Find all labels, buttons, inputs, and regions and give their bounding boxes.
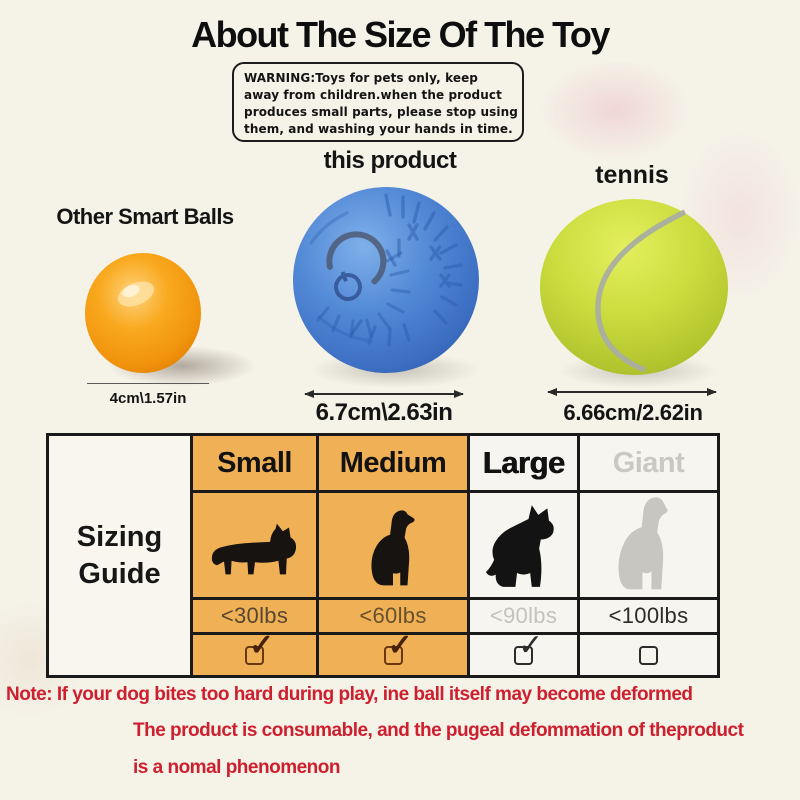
this-product-label: this product [323, 147, 457, 174]
warning-line: away from children.when the product [244, 88, 502, 102]
sizing-guide-table: Sizing Guide Small Medium Large Giant <3 [46, 433, 720, 678]
giant-weight: <100lbs [580, 600, 717, 632]
sitting-puppy-silhouette-icon [371, 510, 415, 586]
note-line: is a nomal phenomenon [133, 757, 340, 778]
column-header-small: Small [193, 436, 316, 490]
medium-checkbox: ✓ [383, 630, 413, 665]
tennis-seam [595, 209, 687, 373]
tennis-label: tennis [595, 161, 669, 189]
blue-smart-ball-image [293, 187, 479, 373]
column-header-giant: Giant [580, 436, 717, 490]
small-weight: <30lbs [193, 600, 316, 632]
medium-checkbox-cell: ✓ [319, 630, 467, 675]
large-checkbox: ✓ [514, 630, 543, 665]
orange-ball-image [85, 253, 201, 373]
check-mark-icon: ✓ [518, 628, 544, 662]
tennis-ball-image [540, 199, 728, 375]
other-smart-balls-label: Other Smart Balls [56, 204, 234, 229]
tread-pattern [309, 193, 463, 347]
warning-line: them, and washing your hands in time. [244, 122, 513, 136]
product-measure-arrow [304, 389, 464, 398]
note-line: The product is consumable, and the pugea… [133, 720, 744, 741]
shepherd-silhouette-icon [485, 505, 554, 587]
warning-line: WARNING:Toys for pets only, keep [244, 71, 479, 85]
background-tint [540, 60, 690, 160]
small-dog-cell [193, 493, 316, 597]
large-checkbox-cell: ✓ [470, 630, 577, 675]
warning-box: WARNING:Toys for pets only, keep away fr… [232, 62, 524, 142]
column-header-medium: Medium [319, 436, 467, 490]
large-dog-cell [470, 493, 577, 597]
corgi-silhouette-icon [211, 523, 296, 575]
tennis-size: 6.66cm/2.62in [563, 400, 703, 425]
medium-weight: <60lbs [319, 600, 467, 632]
giant-dog-cell [580, 493, 717, 597]
tread-spokes [316, 251, 411, 339]
large-weight: <90lbs [470, 600, 577, 632]
other-ball-measure-line [87, 383, 209, 384]
power-button-icon [326, 231, 387, 301]
tennis-measure-arrow [547, 387, 717, 396]
sizing-guide-row-label: Sizing Guide [49, 436, 190, 675]
note-line: Note: If your dog bites too hard during … [6, 684, 693, 705]
giant-dog-silhouette-icon [617, 497, 668, 590]
column-header-large: Large [470, 436, 577, 490]
small-checkbox-cell: ✓ [193, 630, 316, 675]
other-ball-size: 4cm\1.57in [109, 390, 187, 407]
warning-line: produces small parts, please stop using [244, 105, 518, 119]
medium-dog-cell [319, 493, 467, 597]
small-checkbox: ✓ [245, 630, 274, 665]
check-mark-icon: ✓ [249, 628, 275, 662]
giant-checkbox-cell [580, 635, 717, 675]
check-mark-icon: ✓ [387, 628, 413, 662]
product-size: 6.7cm\2.63in [315, 399, 453, 426]
page-title: About The Size Of The Toy [191, 14, 610, 55]
giant-checkbox [639, 645, 658, 665]
